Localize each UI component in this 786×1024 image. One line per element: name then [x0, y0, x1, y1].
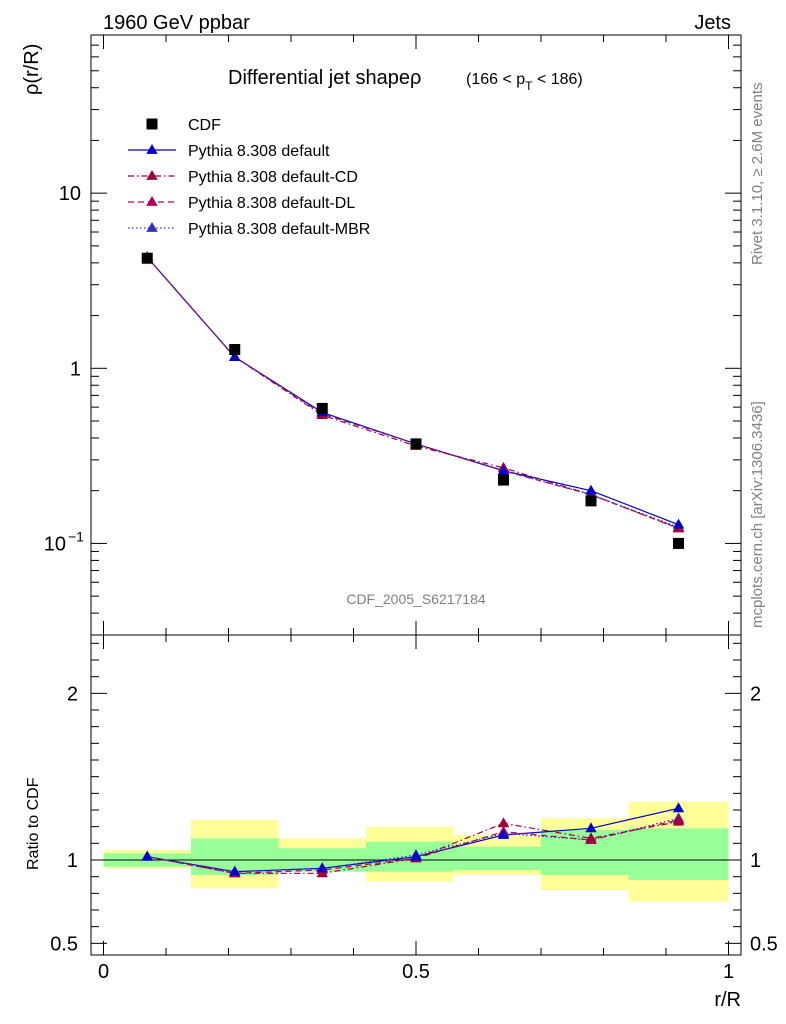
main-series-point — [497, 464, 510, 475]
ratio-y-axis-label: Ratio to CDF — [25, 777, 42, 870]
data-point — [141, 252, 153, 264]
ratio-series-point — [585, 832, 597, 843]
ratio-axes: 0 0.5 1 2 2 1 1 0.5 0.5 — [50, 635, 778, 983]
ratio-series-point — [497, 829, 510, 839]
ratio-series-point — [410, 850, 422, 861]
ratio-panel: 0 0.5 1 2 2 1 1 0.5 0.5 Ratio to CDF — [25, 634, 778, 983]
legend-marker — [146, 170, 158, 180]
x-tick-label: 0 — [98, 961, 109, 983]
chart-title-rho: ρ — [410, 67, 421, 89]
legend-label-data: CDF — [188, 117, 221, 134]
ratio-series-point — [672, 802, 685, 813]
ratio-y-tick-label-left: 1 — [67, 850, 78, 872]
ratio-y-tick-label-right: 0.5 — [750, 933, 778, 955]
ratio-series-point — [229, 865, 241, 876]
legend-marker-data — [146, 118, 158, 130]
data-point — [498, 474, 509, 486]
main-y-tick-label: 10 — [44, 533, 66, 555]
main-marks — [141, 251, 685, 549]
ratio-marks — [91, 801, 741, 902]
x-axis-label: r/R — [714, 989, 741, 1011]
main-series-point — [585, 484, 597, 495]
main-y-tick-label: 10 — [59, 183, 81, 205]
chart-title-range-post: < 186) — [533, 71, 583, 88]
legend-marker — [146, 222, 158, 232]
main-series-point — [672, 518, 685, 529]
ratio-y-tick-label-right: 1 — [750, 850, 761, 872]
chart-title-range: (166 < pT < 186) — [466, 71, 583, 93]
data-point — [229, 344, 241, 356]
main-y-tick-label: 1 — [70, 358, 81, 380]
ratio-series-point — [316, 862, 328, 873]
legend-label: Pythia 8.308 default-MBR — [188, 221, 370, 238]
ratio-band-inner — [628, 828, 729, 880]
chart-title: Differential jet shapeρ — [228, 67, 421, 89]
main-y-tick-exponent: −1 — [68, 528, 84, 544]
data-point — [410, 438, 422, 450]
data-point — [585, 495, 597, 507]
analysis-id-label: CDF_2005_S6217184 — [346, 591, 486, 607]
ratio-y-tick-label-left: 0.5 — [50, 933, 78, 955]
ratio-y-tick-label-left: 2 — [67, 683, 78, 705]
main-series-point — [229, 351, 241, 361]
chart-title-range-sub: T — [525, 79, 533, 93]
ratio-band-inner — [366, 841, 454, 872]
ratio-series-point — [672, 815, 685, 826]
ratio-series-point — [141, 850, 153, 861]
legend: CDF Pythia 8.308 default Pythia 8.308 defa… — [128, 117, 370, 238]
chart-title-main: Differential jet shape — [228, 67, 410, 89]
chart-title-range-pre: (166 < p — [466, 71, 525, 88]
rivet-version-label: Rivet 3.1.10, ≥ 2.6M events — [749, 83, 766, 266]
legend-label: Pythia 8.308 default — [188, 143, 330, 160]
x-tick-label: 0.5 — [402, 961, 430, 983]
ratio-y-tick-label-right: 2 — [750, 683, 761, 705]
main-y-axis-label: ρ(r/R) — [21, 44, 43, 95]
ratio-series-point — [497, 817, 510, 828]
x-tick-label: 1 — [723, 961, 734, 983]
legend-label: Pythia 8.308 default-CD — [188, 169, 358, 186]
legend-label: Pythia 8.308 default-DL — [188, 195, 355, 212]
header-process: Jets — [694, 12, 731, 34]
legend-marker — [146, 144, 158, 154]
header-energy: 1960 GeV ppbar — [103, 12, 250, 34]
ratio-band-inner — [453, 846, 541, 870]
legend-marker — [146, 196, 158, 206]
ratio-series-point — [585, 822, 597, 833]
mcplots-label: mcplots.cern.ch [arXiv:1306.3436] — [749, 401, 766, 628]
ratio-series-point — [316, 867, 328, 878]
data-point — [316, 402, 328, 414]
data-point — [673, 537, 684, 549]
